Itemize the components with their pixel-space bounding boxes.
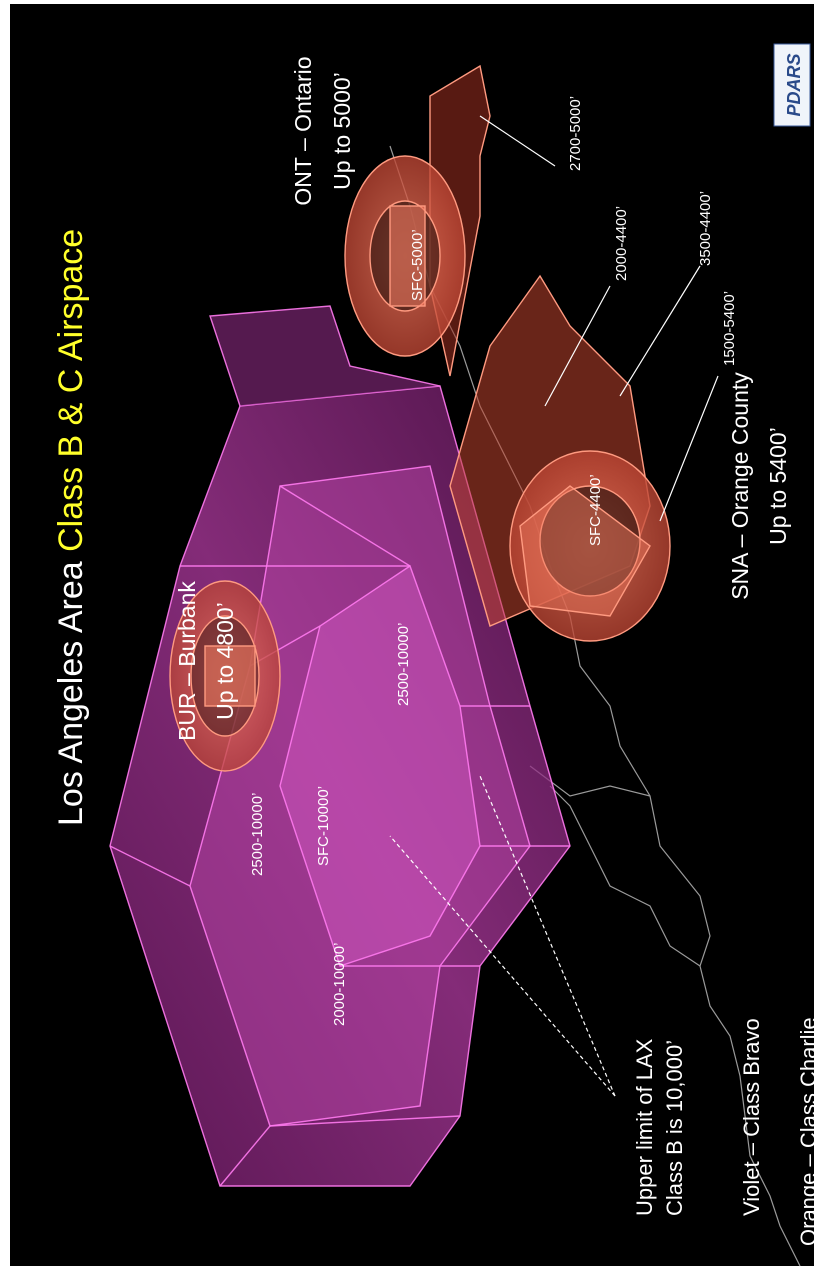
ont-limit-label: Up to 5000’ bbox=[329, 72, 355, 190]
ont-sfc-5000-label: SFC-5000’ bbox=[409, 229, 426, 301]
lax-2500-10000-label-a: 2500-10000’ bbox=[249, 793, 266, 876]
lax-note-line-2: Class B is 10,000’ bbox=[662, 1040, 687, 1216]
sna-1500-5400-label: 1500-5400’ bbox=[721, 291, 738, 366]
pdars-logo: PDARS bbox=[773, 43, 811, 127]
sna-name-label: SNA – Orange County bbox=[727, 372, 753, 600]
title-part-white: Los Angeles Area bbox=[52, 552, 90, 826]
ont-class-c bbox=[344, 64, 491, 377]
sna-sfc-4400-label: SFC-4400’ bbox=[587, 474, 604, 546]
title-part-yellow: Class B & C Airspace bbox=[52, 229, 90, 552]
bur-name-label: BUR – Burbank bbox=[174, 581, 200, 741]
altitude-labels: 2500-10000’ SFC-10000’ 2000-10000’ 2500-… bbox=[249, 96, 738, 1026]
legend-violet: Violet – Class Bravo bbox=[739, 1018, 764, 1216]
lax-sfc-10000-label: SFC-10000’ bbox=[315, 786, 332, 866]
pdars-logo-text: PDARS bbox=[784, 53, 804, 116]
sna-3500-4400-label: 3500-4400’ bbox=[697, 191, 714, 266]
lax-2000-10000-label: 2000-10000’ bbox=[331, 943, 348, 1026]
lax-note-line-1: Upper limit of LAX bbox=[632, 1038, 657, 1216]
sna-limit-label: Up to 5400’ bbox=[765, 427, 791, 545]
legend-orange: Orange – Class Charlie bbox=[796, 1017, 820, 1246]
sna-class-c bbox=[449, 274, 671, 642]
leader-lines bbox=[389, 115, 719, 1097]
ont-2700-5000-label: 2700-5000’ bbox=[567, 96, 584, 171]
sna-2000-4400-label: 2000-4400’ bbox=[613, 206, 630, 281]
bur-limit-label: Up to 4800’ bbox=[212, 602, 238, 720]
ont-name-label: ONT – Ontario bbox=[290, 56, 316, 205]
lax-2500-10000-label-b: 2500-10000’ bbox=[395, 623, 412, 706]
bur-class-c bbox=[169, 580, 281, 772]
slide-title: Los Angeles Area Class B & C Airspace bbox=[52, 229, 90, 826]
